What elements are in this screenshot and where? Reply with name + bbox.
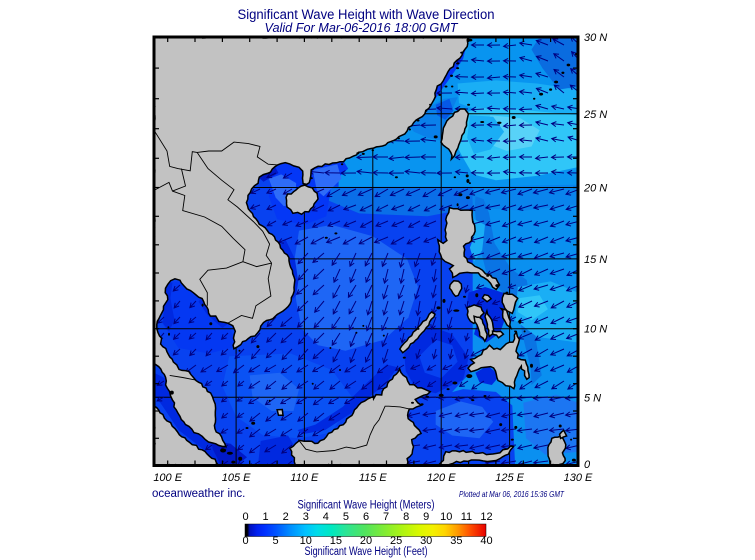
svg-text:Significant Wave Height (Feet): Significant Wave Height (Feet) [305,546,428,558]
svg-text:8: 8 [403,511,409,523]
svg-text:Significant Wave Height (Meter: Significant Wave Height (Meters) [298,500,435,512]
svg-text:30: 30 [420,535,432,547]
svg-text:105 E: 105 E [222,472,251,484]
svg-text:10: 10 [300,535,312,547]
svg-text:3: 3 [303,511,309,523]
svg-text:1: 1 [263,511,269,523]
svg-text:10 N: 10 N [584,324,607,336]
svg-text:Valid For Mar-06-2016 18:00 GM: Valid For Mar-06-2016 18:00 GMT [265,21,459,35]
svg-text:110 E: 110 E [290,472,319,484]
svg-text:Significant Wave Height with W: Significant Wave Height with Wave Direct… [238,7,495,22]
svg-text:11: 11 [461,511,472,523]
svg-text:oceanweather inc.: oceanweather inc. [152,488,245,500]
svg-text:115 E: 115 E [359,472,388,484]
svg-text:0: 0 [242,535,248,547]
svg-text:20 N: 20 N [583,183,607,195]
svg-text:125 E: 125 E [495,472,524,484]
svg-text:35: 35 [450,535,462,547]
svg-text:10: 10 [440,511,452,523]
svg-text:7: 7 [383,511,389,523]
svg-text:40: 40 [480,535,492,547]
svg-text:15: 15 [330,535,342,547]
svg-text:6: 6 [363,511,369,523]
svg-text:Plotted at Mar 06, 2016 15:36: Plotted at Mar 06, 2016 15:36 GMT [459,490,565,499]
svg-text:2: 2 [283,511,289,523]
svg-text:100 E: 100 E [153,472,182,484]
svg-text:20: 20 [360,535,372,547]
svg-text:5 N: 5 N [584,392,601,404]
svg-text:120 E: 120 E [427,472,456,484]
svg-text:5: 5 [273,535,279,547]
svg-text:0: 0 [242,511,248,523]
svg-text:15 N: 15 N [584,254,607,266]
svg-text:130 E: 130 E [564,472,593,484]
svg-text:25 N: 25 N [583,109,607,121]
svg-text:9: 9 [423,511,429,523]
svg-text:25: 25 [390,535,402,547]
svg-text:0: 0 [584,459,591,471]
svg-text:4: 4 [323,511,329,523]
svg-text:5: 5 [343,511,349,523]
svg-text:30 N: 30 N [584,32,607,44]
svg-text:12: 12 [480,511,492,523]
